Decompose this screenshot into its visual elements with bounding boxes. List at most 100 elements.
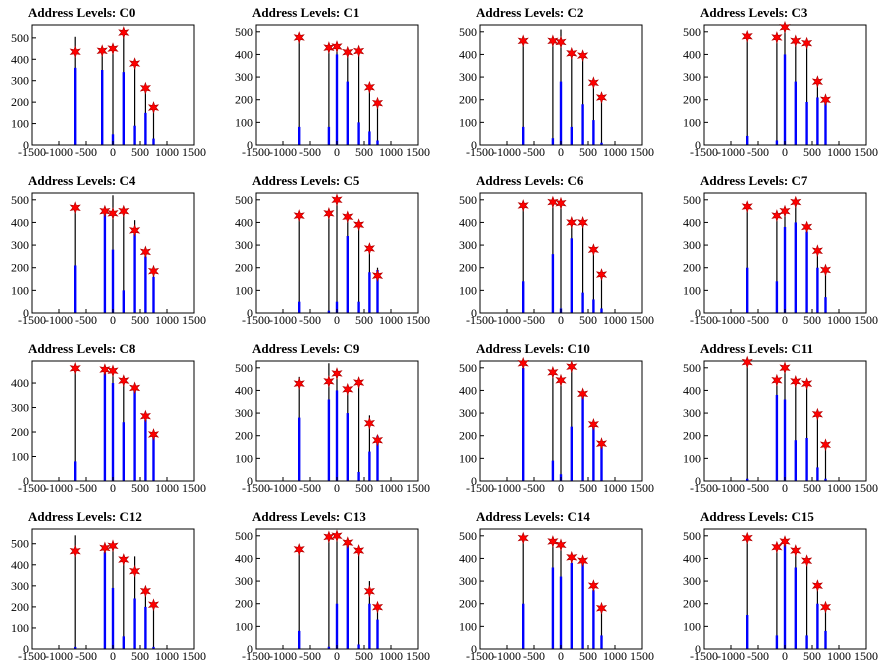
peak-marker xyxy=(96,44,108,58)
y-tick-label: 0 xyxy=(695,474,701,488)
chart-plot: 0 100 200 300 400 500 -1500 -1000 -500 0 500 1000 15… xyxy=(683,355,878,495)
peak-marker xyxy=(99,363,111,377)
y-tick-label: 400 xyxy=(11,215,29,229)
peak-marker xyxy=(547,365,559,379)
bar-level xyxy=(551,567,555,649)
peak-marker xyxy=(128,57,141,71)
peak-marker xyxy=(587,417,599,431)
chart-title: Address Levels: C3 xyxy=(700,5,808,20)
peak-marker xyxy=(128,223,141,237)
bar-level xyxy=(346,544,349,649)
x-tick-label: -1000 xyxy=(269,145,297,159)
peak-marker xyxy=(323,374,335,388)
x-tick-label: -500 xyxy=(747,481,769,495)
y-tick-label: 0 xyxy=(247,138,253,152)
x-tick-label: -1000 xyxy=(45,649,73,663)
y-tick-label: 300 xyxy=(459,70,477,84)
bar-total xyxy=(592,81,594,145)
bar-level xyxy=(805,101,808,145)
y-tick-label: 200 xyxy=(11,95,29,109)
bar-level xyxy=(335,301,339,313)
chart-plot: 0 100 200 300 400 500 -1500 -1000 -500 0 500 1000 15… xyxy=(683,20,878,159)
x-tick-label: -1000 xyxy=(493,313,521,327)
peak-marker xyxy=(517,199,529,212)
bar-level xyxy=(327,310,331,313)
bar-level xyxy=(376,140,379,145)
peak-marker xyxy=(587,76,600,90)
chart-plot: 0 100 200 300 400 500 -1500 -1000 -500 0 500 1000 15… xyxy=(11,24,206,159)
bar-total xyxy=(328,535,330,649)
y-tick-label: 400 xyxy=(683,551,701,565)
peak-marker xyxy=(555,538,567,552)
bar-total xyxy=(522,536,524,649)
y-tick-label: 0 xyxy=(695,306,701,320)
x-tick-label: -500 xyxy=(75,145,97,159)
bar-total xyxy=(358,222,360,313)
bar-level xyxy=(103,373,107,481)
chart-plot: 0 100 200 300 400 500 -1500 -1000 -500 0 500 1000 15… xyxy=(235,24,430,159)
x-tick-label: -1500 xyxy=(18,313,46,327)
chart-panel: Address Levels: C5 0 100 200 300 400 500 -1500-… xyxy=(224,168,448,336)
bar-level xyxy=(111,249,115,313)
bar-level xyxy=(581,560,584,649)
x-tick-label: -500 xyxy=(523,145,545,159)
x-tick-label: 1500 xyxy=(854,313,878,327)
chart-title: Address Levels: C13 xyxy=(252,509,366,524)
y-tick-label: 400 xyxy=(235,47,253,61)
x-tick-label: 1000 xyxy=(155,313,179,327)
chart-panel: Address Levels: C12 0 100 200 300 400 500 -1500… xyxy=(0,504,224,672)
bar-level xyxy=(551,460,555,481)
chart-panel: Address Levels: C8 0 100 200 300 400 -1500 -100… xyxy=(0,336,224,504)
peak-marker xyxy=(801,36,813,50)
y-tick-label: 400 xyxy=(459,383,477,397)
peak-marker xyxy=(566,360,578,374)
bar-level xyxy=(346,236,349,313)
peak-marker xyxy=(577,554,589,568)
y-tick-label: 300 xyxy=(683,406,701,420)
peak-marker xyxy=(69,201,81,215)
x-tick-label: -500 xyxy=(299,313,321,327)
x-tick-label: 0 xyxy=(110,649,116,663)
peak-marker xyxy=(331,529,343,543)
x-tick-label: -1000 xyxy=(45,481,73,495)
x-tick-label: 1500 xyxy=(406,313,430,327)
bar-total xyxy=(806,382,808,481)
bar-level xyxy=(357,471,360,481)
peak-marker xyxy=(576,49,589,63)
chart-title: Address Levels: C8 xyxy=(28,341,136,356)
chart-plot: 0 100 200 300 400 500 -1500 -1000 -500 0 500 1000 15… xyxy=(683,528,878,663)
y-tick-label: 300 xyxy=(235,574,253,588)
y-tick-label: 100 xyxy=(11,450,29,464)
chart-panel: Address Levels: C9 0 100 200 300 400 500 -1500-… xyxy=(224,336,448,504)
bar-total xyxy=(328,45,330,145)
bar-total xyxy=(776,213,778,313)
chart-panel: Address Levels: C13 0 100 200 300 400 500 -1500… xyxy=(224,504,448,672)
x-tick-label: 500 xyxy=(355,481,373,495)
x-tick-label: 0 xyxy=(782,481,788,495)
bar-total xyxy=(824,442,827,481)
chart-title: Address Levels: C12 xyxy=(28,509,142,524)
y-tick-label: 400 xyxy=(459,551,477,565)
bar-level xyxy=(103,213,107,313)
x-tick-label: -1500 xyxy=(18,481,46,495)
y-tick-label: 100 xyxy=(459,283,477,297)
peak-marker xyxy=(139,584,151,598)
x-tick-label: 500 xyxy=(803,649,821,663)
chart-plot: 0 100 200 300 400 500 -1500 -1000 -500 0 500 1000 15… xyxy=(459,192,654,327)
y-tick-label: 400 xyxy=(235,215,253,229)
x-tick-label: -1500 xyxy=(690,649,718,663)
bar-level xyxy=(122,422,125,481)
chart-panel: Address Levels: C3 0 100 200 300 400 500 -1500-… xyxy=(672,0,896,168)
chart-title: Address Levels: C2 xyxy=(476,5,584,20)
x-tick-label: 500 xyxy=(579,313,597,327)
y-tick-label: 400 xyxy=(11,558,29,572)
bar-total xyxy=(376,101,379,145)
chart-panel: Address Levels: C10 0 100 200 300 400 500 -1500… xyxy=(448,336,672,504)
y-tick-label: 100 xyxy=(683,115,701,129)
x-tick-label: 500 xyxy=(803,145,821,159)
y-tick-label: 300 xyxy=(683,70,701,84)
bar-level xyxy=(335,603,339,649)
x-tick-label: 0 xyxy=(782,313,788,327)
peak-marker xyxy=(790,544,802,557)
bar-level xyxy=(101,70,104,145)
